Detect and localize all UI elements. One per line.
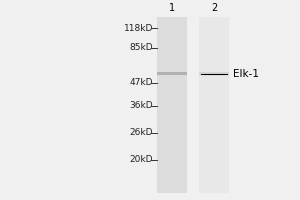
Text: Elk-1: Elk-1 xyxy=(233,69,259,79)
Text: 118kD: 118kD xyxy=(124,24,153,33)
Text: 2: 2 xyxy=(211,3,217,13)
Text: 85kD: 85kD xyxy=(129,43,153,52)
Bar xyxy=(158,72,187,75)
Text: 1: 1 xyxy=(169,3,176,13)
Bar xyxy=(199,17,229,193)
Text: 20kD: 20kD xyxy=(130,155,153,164)
Bar xyxy=(158,17,187,193)
Text: 47kD: 47kD xyxy=(130,78,153,87)
Text: 36kD: 36kD xyxy=(129,101,153,110)
Text: 26kD: 26kD xyxy=(130,128,153,137)
Bar xyxy=(199,72,229,75)
